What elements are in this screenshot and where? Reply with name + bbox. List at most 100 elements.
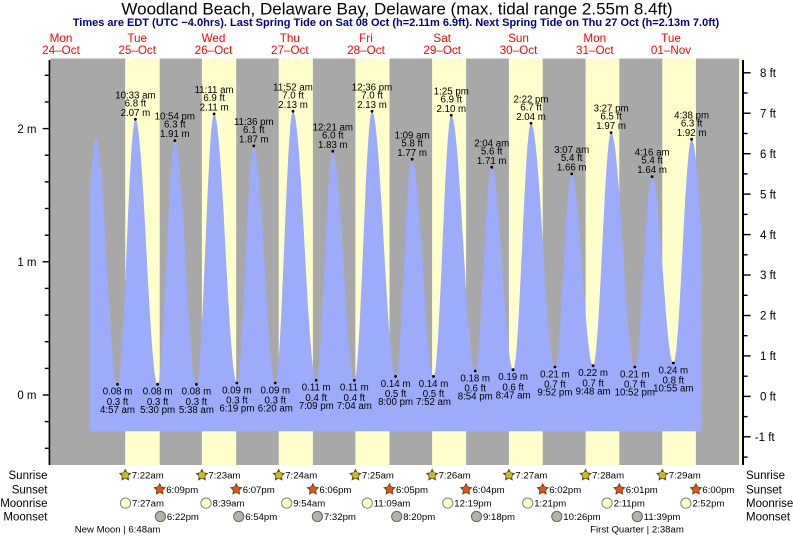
svg-text:2:04 am: 2:04 am bbox=[474, 138, 509, 149]
svg-text:11:09am: 11:09am bbox=[374, 499, 411, 510]
svg-text:0.3 ft: 0.3 ft bbox=[265, 396, 287, 407]
svg-text:2:22 pm: 2:22 pm bbox=[513, 94, 548, 105]
svg-text:30–Oct: 30–Oct bbox=[500, 44, 538, 57]
svg-text:6.1 ft: 6.1 ft bbox=[243, 125, 265, 136]
svg-text:7.0 ft: 7.0 ft bbox=[282, 90, 304, 101]
svg-text:0.14 m: 0.14 m bbox=[419, 379, 449, 390]
svg-text:0.11 m: 0.11 m bbox=[340, 383, 369, 394]
svg-text:Sunset: Sunset bbox=[12, 484, 49, 496]
svg-text:Sat: Sat bbox=[433, 32, 451, 45]
svg-text:3:07 am: 3:07 am bbox=[554, 145, 589, 156]
svg-text:Fri: Fri bbox=[359, 32, 373, 45]
svg-text:7:29am: 7:29am bbox=[669, 471, 701, 482]
svg-text:2.07 m: 2.07 m bbox=[121, 108, 151, 119]
svg-text:8 ft: 8 ft bbox=[760, 68, 777, 80]
svg-text:1.66 m: 1.66 m bbox=[557, 163, 587, 174]
svg-text:1.91 m: 1.91 m bbox=[160, 129, 190, 140]
svg-text:10:26pm: 10:26pm bbox=[563, 512, 600, 523]
svg-text:0.6 ft: 0.6 ft bbox=[502, 382, 524, 393]
svg-text:0.08 m: 0.08 m bbox=[143, 387, 173, 398]
svg-text:Moonset: Moonset bbox=[746, 512, 791, 524]
svg-text:11:11 am: 11:11 am bbox=[195, 85, 234, 96]
svg-text:5.6 ft: 5.6 ft bbox=[481, 146, 503, 157]
svg-text:0.7 ft: 0.7 ft bbox=[582, 378, 604, 389]
svg-text:12:19pm: 12:19pm bbox=[454, 499, 491, 510]
svg-text:6:19 pm: 6:19 pm bbox=[219, 404, 254, 415]
svg-text:25–Oct: 25–Oct bbox=[118, 44, 156, 57]
svg-text:2:52pm: 2:52pm bbox=[692, 499, 724, 510]
svg-text:0.7 ft: 0.7 ft bbox=[624, 380, 646, 391]
svg-text:11:52 am: 11:52 am bbox=[273, 82, 313, 93]
svg-text:8:00 pm: 8:00 pm bbox=[378, 397, 413, 408]
svg-text:6:54pm: 6:54pm bbox=[245, 512, 277, 523]
svg-text:0.21 m: 0.21 m bbox=[620, 369, 650, 380]
svg-text:7:24am: 7:24am bbox=[285, 471, 317, 482]
svg-text:7:09 pm: 7:09 pm bbox=[299, 401, 334, 412]
svg-text:Tue: Tue bbox=[127, 32, 147, 45]
svg-text:4:57 am: 4:57 am bbox=[100, 405, 135, 416]
svg-text:1.77 m: 1.77 m bbox=[397, 148, 427, 159]
svg-text:7:26am: 7:26am bbox=[439, 471, 471, 482]
svg-text:0.14 m: 0.14 m bbox=[381, 379, 411, 390]
svg-text:6.8 ft: 6.8 ft bbox=[125, 98, 147, 109]
svg-text:0.3 ft: 0.3 ft bbox=[226, 396, 248, 407]
svg-text:27–Oct: 27–Oct bbox=[271, 44, 309, 57]
svg-text:6.7 ft: 6.7 ft bbox=[520, 102, 542, 113]
svg-text:New Moon | 6:48am: New Moon | 6:48am bbox=[75, 525, 161, 536]
svg-text:8:54 pm: 8:54 pm bbox=[458, 392, 493, 403]
svg-text:Sunrise: Sunrise bbox=[746, 470, 785, 482]
svg-text:6:20 am: 6:20 am bbox=[258, 404, 293, 415]
svg-text:Sunset: Sunset bbox=[746, 484, 783, 496]
svg-text:5:38 am: 5:38 am bbox=[179, 405, 214, 416]
svg-text:9:48 am: 9:48 am bbox=[576, 386, 611, 397]
svg-text:3 ft: 3 ft bbox=[760, 270, 777, 282]
svg-text:7:25am: 7:25am bbox=[362, 471, 394, 482]
svg-text:01–Nov: 01–Nov bbox=[651, 44, 691, 57]
svg-text:0.11 m: 0.11 m bbox=[302, 383, 331, 394]
svg-text:2 ft: 2 ft bbox=[760, 311, 777, 323]
svg-text:6:04pm: 6:04pm bbox=[473, 485, 505, 496]
svg-text:2 m: 2 m bbox=[17, 124, 36, 136]
svg-text:28–Oct: 28–Oct bbox=[347, 44, 385, 57]
svg-text:12:21 am: 12:21 am bbox=[313, 122, 353, 133]
svg-text:1 ft: 1 ft bbox=[760, 351, 777, 363]
svg-text:6:06pm: 6:06pm bbox=[319, 485, 351, 496]
svg-text:0.5 ft: 0.5 ft bbox=[385, 389, 407, 400]
svg-text:Moonrise: Moonrise bbox=[746, 498, 793, 510]
svg-text:7:27am: 7:27am bbox=[132, 499, 164, 510]
svg-text:Tue: Tue bbox=[661, 32, 681, 45]
svg-text:9:18pm: 9:18pm bbox=[483, 512, 515, 523]
svg-text:0.4 ft: 0.4 ft bbox=[344, 393, 366, 404]
svg-text:-1 ft: -1 ft bbox=[755, 432, 776, 444]
svg-text:0.09 m: 0.09 m bbox=[222, 385, 252, 396]
svg-text:0 m: 0 m bbox=[17, 390, 36, 402]
svg-text:6.3 ft: 6.3 ft bbox=[681, 118, 703, 129]
svg-text:0.7 ft: 0.7 ft bbox=[544, 380, 566, 391]
svg-text:0.3 ft: 0.3 ft bbox=[186, 397, 208, 408]
svg-text:3:27 pm: 3:27 pm bbox=[594, 104, 629, 115]
svg-text:4 ft: 4 ft bbox=[760, 230, 777, 242]
svg-text:5.4 ft: 5.4 ft bbox=[561, 153, 583, 164]
svg-text:6:07pm: 6:07pm bbox=[243, 485, 275, 496]
svg-text:0 ft: 0 ft bbox=[760, 392, 777, 404]
svg-text:2:11pm: 2:11pm bbox=[614, 499, 645, 510]
svg-text:0.5 ft: 0.5 ft bbox=[423, 389, 445, 400]
svg-text:11:36 pm: 11:36 pm bbox=[234, 117, 274, 128]
svg-text:Moonset: Moonset bbox=[3, 512, 48, 524]
svg-text:6:09pm: 6:09pm bbox=[166, 485, 198, 496]
svg-text:1.92 m: 1.92 m bbox=[677, 128, 707, 139]
svg-text:6.9 ft: 6.9 ft bbox=[441, 94, 463, 105]
svg-text:Mon: Mon bbox=[50, 32, 73, 45]
svg-text:7:22am: 7:22am bbox=[132, 471, 164, 482]
svg-text:2.10 m: 2.10 m bbox=[436, 104, 466, 115]
svg-text:6 ft: 6 ft bbox=[760, 149, 777, 161]
svg-text:5.8 ft: 5.8 ft bbox=[401, 138, 423, 149]
svg-text:6:00pm: 6:00pm bbox=[702, 485, 734, 496]
svg-text:Thu: Thu bbox=[280, 32, 300, 45]
svg-text:6.9 ft: 6.9 ft bbox=[203, 93, 225, 104]
svg-text:0.3 ft: 0.3 ft bbox=[147, 397, 169, 408]
svg-text:6:02pm: 6:02pm bbox=[549, 485, 581, 496]
svg-text:10:33 am: 10:33 am bbox=[115, 90, 155, 101]
svg-text:Woodland Beach, Delaware Bay,: Woodland Beach, Delaware Bay, Delaware (… bbox=[121, 0, 672, 19]
svg-text:0.21 m: 0.21 m bbox=[540, 369, 570, 380]
